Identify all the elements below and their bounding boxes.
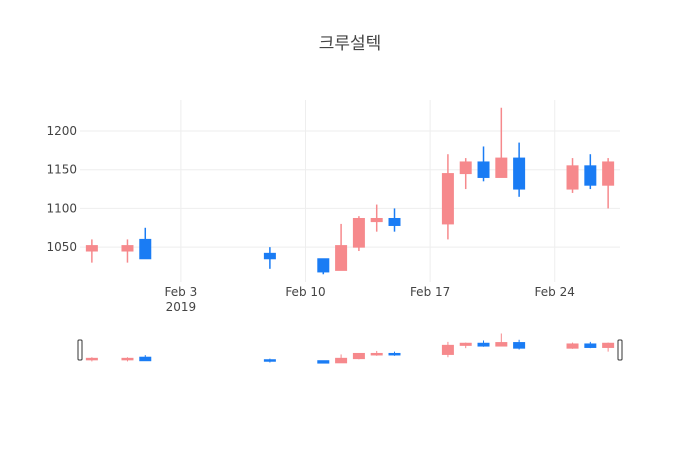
candle[interactable] xyxy=(566,158,579,193)
range-slider-candle[interactable] xyxy=(388,351,401,356)
candle-body xyxy=(121,245,134,252)
candle-body xyxy=(584,343,597,348)
candle-body xyxy=(477,342,490,347)
candles[interactable] xyxy=(85,107,615,275)
y-tick-label: 1050 xyxy=(46,240,77,254)
x-tick-label: Feb 10 xyxy=(285,285,325,299)
candle-body xyxy=(477,161,490,178)
candle[interactable] xyxy=(513,142,526,197)
candle[interactable] xyxy=(263,247,276,269)
candle-body xyxy=(317,360,330,364)
range-slider-candle[interactable] xyxy=(139,355,152,362)
candle[interactable] xyxy=(317,258,330,275)
candle-body xyxy=(85,357,98,361)
range-slider-candle[interactable] xyxy=(566,342,579,349)
candle-body xyxy=(370,217,383,223)
candle-body xyxy=(85,245,98,252)
candle-body xyxy=(139,238,152,260)
candle[interactable] xyxy=(121,239,134,263)
x-tick-year-label: 2019 xyxy=(166,300,197,314)
range-slider[interactable] xyxy=(77,332,623,365)
range-slider-candle[interactable] xyxy=(584,341,597,349)
candle-body xyxy=(370,352,383,356)
candle-body xyxy=(121,357,134,361)
range-slider-right-handle[interactable] xyxy=(617,339,623,361)
candle[interactable] xyxy=(495,107,508,178)
range-slider-candle[interactable] xyxy=(513,339,526,350)
candle-body xyxy=(459,161,472,175)
candle[interactable] xyxy=(370,204,383,232)
candle-body xyxy=(263,252,276,260)
candle-body xyxy=(602,161,615,186)
candle-body xyxy=(335,245,348,271)
candle-body xyxy=(513,342,526,349)
candle-body xyxy=(139,356,152,362)
candle[interactable] xyxy=(388,208,401,232)
y-tick-label: 1150 xyxy=(46,163,77,177)
candle-body xyxy=(335,357,348,364)
candle[interactable] xyxy=(602,158,615,209)
candle[interactable] xyxy=(139,227,152,260)
candle-body xyxy=(441,173,454,225)
range-slider-candle[interactable] xyxy=(317,360,330,364)
range-slider-candle[interactable] xyxy=(477,340,490,347)
y-tick-label: 1200 xyxy=(46,124,77,138)
candle[interactable] xyxy=(441,154,454,240)
grid-layer xyxy=(80,100,620,282)
range-slider-candle[interactable] xyxy=(441,341,454,358)
range-slider-candle[interactable] xyxy=(602,342,615,352)
candle-body xyxy=(352,217,365,248)
x-tick-label: Feb 3 xyxy=(165,285,198,299)
candle-body xyxy=(513,157,526,190)
range-slider-candle[interactable] xyxy=(352,352,365,360)
range-slider-candle[interactable] xyxy=(335,354,348,364)
candle-body xyxy=(584,165,597,186)
x-tick-label: Feb 24 xyxy=(535,285,575,299)
candle-body xyxy=(352,352,365,360)
range-slider-candle[interactable] xyxy=(121,357,134,362)
range-slider-left-handle[interactable] xyxy=(77,339,83,361)
candle-body xyxy=(566,165,579,190)
candle[interactable] xyxy=(459,158,472,190)
candle[interactable] xyxy=(85,239,98,263)
chart-title: 크루설텍 xyxy=(319,34,382,54)
candle[interactable] xyxy=(352,216,365,252)
candle-body xyxy=(441,344,454,355)
y-tick-label: 1100 xyxy=(46,201,77,215)
range-slider-candle[interactable] xyxy=(370,350,383,356)
candle-body xyxy=(317,258,330,273)
range-slider-candle[interactable] xyxy=(263,358,276,363)
candle-body xyxy=(388,217,401,226)
x-tick-label: Feb 17 xyxy=(410,285,450,299)
y-axis: 1050 1100 1150 1200 xyxy=(46,124,77,254)
candle-body xyxy=(388,352,401,356)
candle[interactable] xyxy=(477,146,490,182)
candle-body xyxy=(263,359,276,362)
candle-body xyxy=(566,343,579,349)
range-slider-candle[interactable] xyxy=(85,357,98,362)
candle-body xyxy=(495,157,508,178)
range-slider-candle[interactable] xyxy=(459,342,472,349)
candle-body xyxy=(459,342,472,346)
range-slider-background[interactable] xyxy=(80,332,620,365)
range-slider-candle[interactable] xyxy=(495,333,508,347)
candle-body xyxy=(602,342,615,348)
candle[interactable] xyxy=(335,223,348,271)
candle-body xyxy=(495,342,508,347)
candle[interactable] xyxy=(584,154,597,190)
